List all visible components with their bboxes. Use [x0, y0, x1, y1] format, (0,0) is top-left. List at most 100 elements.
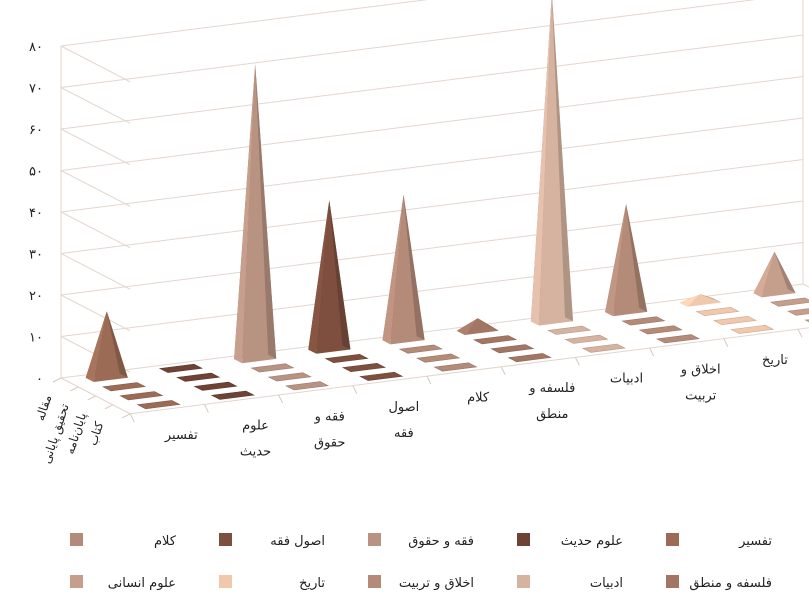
- legend-item-9: تاریخ: [219, 575, 325, 591]
- category-label-5: کلام: [467, 391, 490, 406]
- legend-item-2: علوم حدیث: [517, 533, 623, 549]
- tile-6-3: [490, 344, 535, 354]
- pyramid-5-1: [382, 194, 425, 345]
- tile-10-2: [769, 297, 809, 307]
- pyramid-face: [477, 318, 499, 331]
- category-tick: [723, 338, 729, 347]
- tile-4-3: [341, 362, 387, 373]
- pyramid-8-1: [605, 204, 648, 317]
- pyramid-10-1: [753, 251, 796, 298]
- pyramid-face: [464, 318, 499, 335]
- tile-4-2: [324, 353, 369, 364]
- tile-7-4: [581, 343, 626, 353]
- tile-3-2: [250, 363, 295, 373]
- y-tick-label: ۲۰: [29, 289, 43, 304]
- category-label-4: اصول فقه: [388, 400, 419, 441]
- tile-4-4: [359, 371, 404, 381]
- category-tick: [426, 375, 432, 385]
- legend-item-3: فقه و حقوق: [368, 533, 474, 549]
- legend-item-1: تفسیر: [666, 533, 772, 549]
- gridline-back: [60, 76, 804, 171]
- gridline-back: [60, 0, 756, 88]
- tile-9-2: [695, 306, 740, 317]
- depth-tick: [87, 395, 96, 401]
- legend-swatch: [666, 533, 679, 546]
- tile-2-1: [158, 363, 204, 373]
- pyramid-face: [552, 0, 573, 322]
- legend-label: علوم حدیث: [561, 534, 623, 549]
- legend-swatch: [368, 533, 381, 546]
- floor-tiles: [101, 297, 809, 410]
- category-label-line: منطق: [536, 407, 568, 422]
- legend-swatch: [517, 575, 530, 588]
- tile-5-2: [398, 344, 443, 354]
- pyramid-face: [329, 200, 351, 350]
- tile-6-4: [507, 353, 552, 363]
- y-tick-label: ۷۰: [29, 82, 43, 97]
- gridline-back: [60, 200, 804, 296]
- category-label-9: تاریخ: [762, 353, 788, 368]
- tile-10-3: [787, 308, 809, 316]
- pyramid-face: [255, 64, 277, 359]
- x-axis-categories: تفسیر علوم حدیث فقه و حقوق اصول فقه کلام فلسفه و…: [164, 353, 788, 460]
- category-tick: [649, 347, 655, 357]
- gridline-side: [60, 87, 131, 124]
- y-tick-label: ۸۰: [29, 40, 43, 55]
- pyramid-face: [308, 200, 330, 354]
- tile-7-3: [564, 334, 609, 344]
- category-label-3: فقه و حقوق: [314, 409, 346, 450]
- category-label-line: علوم: [242, 419, 269, 434]
- tile-10-4: [804, 319, 809, 323]
- category-tick: [797, 328, 803, 338]
- gridline-back: [60, 242, 804, 337]
- category-label-line: کلام: [467, 391, 490, 406]
- pyramid-face: [106, 311, 128, 378]
- category-tick: [574, 357, 580, 366]
- legend-swatch: [517, 533, 530, 546]
- pyramid-face: [626, 204, 648, 312]
- pyramid-face: [679, 294, 701, 307]
- legend-label: تاریخ: [299, 576, 325, 591]
- depth-tick: [121, 413, 131, 419]
- tile-2-4: [210, 390, 255, 400]
- legend-swatch: [219, 575, 232, 588]
- pyramid-7-1: [530, 0, 573, 326]
- y-tick-label: ۶۰: [29, 123, 43, 138]
- depth-series-label: مقاله: [33, 393, 54, 422]
- tile-8-2: [621, 316, 666, 326]
- category-label-line: ادبیات: [610, 372, 643, 387]
- legend-item-10: علوم انسانی: [70, 575, 176, 591]
- legend-label: تفسیر: [738, 534, 772, 549]
- category-label-line: فقه و: [314, 409, 345, 424]
- y-tick-label: ۰: [36, 372, 43, 387]
- pyramid-face: [456, 318, 478, 335]
- category-tick: [129, 413, 135, 423]
- tile-8-3: [638, 325, 683, 335]
- y-axis-ticks: ۰ ۱۰ ۲۰ ۳۰ ۴۰ ۵۰ ۶۰ ۷۰ ۸۰: [29, 40, 43, 387]
- gridline-back: [60, 159, 804, 254]
- pyramid-face: [753, 251, 775, 298]
- category-tick: [352, 385, 358, 394]
- pyramid-face: [234, 64, 256, 364]
- depth-tick: [104, 404, 114, 410]
- legend-label: کلام: [154, 534, 177, 549]
- tile-6-2: [472, 335, 518, 345]
- tile-3-3: [267, 372, 312, 382]
- tile-1-4: [136, 400, 181, 410]
- tile-1-3: [119, 391, 164, 401]
- legend-label: فلسفه و منطق: [689, 576, 772, 591]
- category-label-line: تفسیر: [164, 428, 198, 443]
- pyramid-face: [687, 294, 722, 307]
- category-tick: [203, 404, 209, 413]
- category-label-line: حقوق: [314, 435, 345, 450]
- category-tick: [500, 366, 506, 376]
- legend-item-5: کلام: [70, 533, 177, 549]
- tile-7-2: [547, 325, 592, 335]
- pyramid-face: [605, 204, 627, 317]
- gridline-side: [60, 294, 131, 332]
- pyramid-3-1: [234, 64, 277, 364]
- pyramids: [85, 0, 796, 382]
- legend-swatch: [368, 575, 381, 588]
- chart-walls: [52, 0, 809, 423]
